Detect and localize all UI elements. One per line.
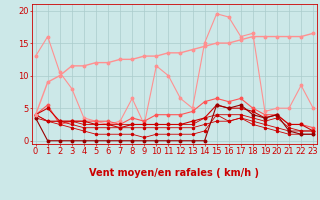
X-axis label: Vent moyen/en rafales ( km/h ): Vent moyen/en rafales ( km/h ) [89, 168, 260, 178]
